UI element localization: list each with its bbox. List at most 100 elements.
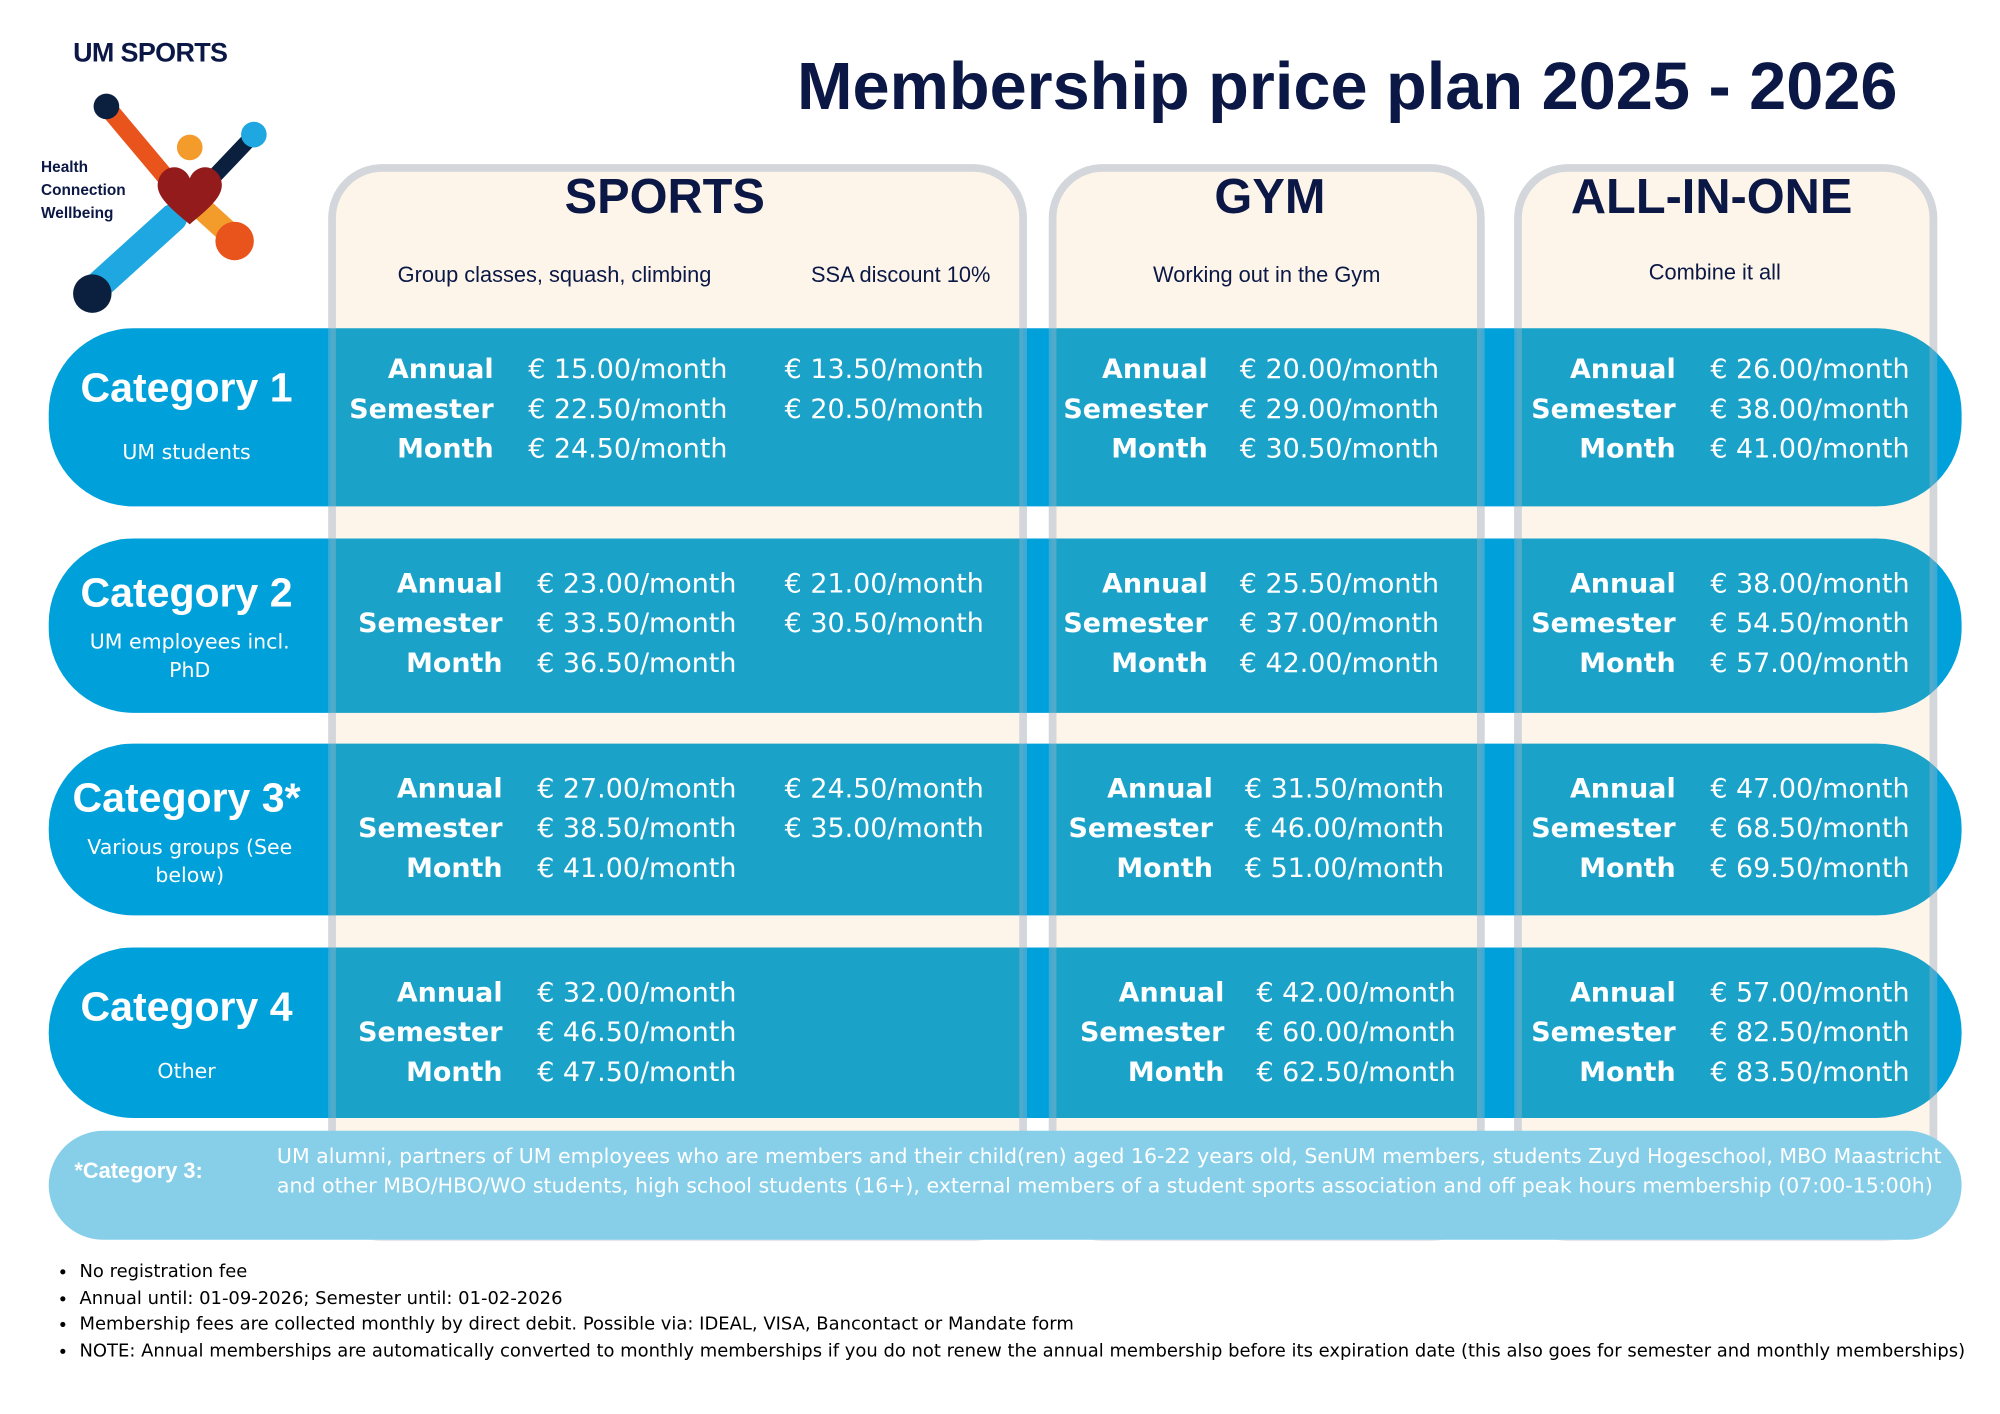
category-name: Category 2	[80, 569, 293, 616]
period-label-semester: Semester	[358, 607, 503, 639]
notes-list: No registration fee Annual until: 01-09-…	[51, 1259, 1977, 1364]
period-label-annual: Annual	[1107, 773, 1213, 804]
gym-period-labels: Annual Semester Month	[1063, 564, 1207, 683]
note-item: NOTE: Annual memberships are automatical…	[79, 1338, 1977, 1364]
price-month: € 42.00/month	[1239, 647, 1440, 679]
category-subtitle: Other	[157, 1059, 216, 1084]
price-semester: € 60.00/month	[1256, 1016, 1456, 1048]
period-label-annual: Annual	[1569, 976, 1676, 1008]
price-month: € 24.50/month	[528, 433, 728, 465]
category-4-row: Category 4 Other Annual Semester Month € 32.…	[48, 947, 1962, 1118]
gym-subtitle: Working out in the Gym	[1153, 262, 1381, 288]
period-label-semester: Semester	[1063, 607, 1208, 639]
category-1-row: Category 1 UM students Annual Semester Mont…	[48, 328, 1962, 507]
period-label-semester: Semester	[1068, 812, 1213, 844]
sports-period-labels: Annual Semester Month	[358, 564, 502, 683]
brand-tagline: Health Connection Wellbeing	[41, 155, 126, 224]
price-semester: € 20.50/month	[784, 393, 984, 425]
period-label-month: Month	[1579, 433, 1676, 465]
gym-prices: € 42.00/month € 60.00/month € 62.50/month	[1256, 973, 1455, 1092]
period-label-month: Month	[1127, 1056, 1225, 1088]
price-annual: € 24.50/month	[784, 773, 984, 804]
period-label-semester: Semester	[1531, 812, 1676, 844]
price-annual: € 38.00/month	[1710, 567, 1910, 599]
ssa-prices: € 21.00/month € 30.50/month	[785, 564, 984, 643]
price-semester: € 82.50/month	[1710, 1016, 1910, 1048]
all-in-one-period-labels: Annual Semester Month	[1531, 769, 1675, 888]
price-annual: € 25.50/month	[1239, 567, 1440, 599]
period-label-month: Month	[406, 1056, 503, 1088]
category-subtitle: UM employees incl. PhD	[89, 629, 290, 683]
period-label-semester: Semester	[1531, 607, 1676, 639]
period-label-annual: Annual	[1118, 976, 1225, 1008]
price-semester: € 22.50/month	[528, 393, 728, 425]
price-annual: € 42.00/month	[1256, 976, 1456, 1008]
price-semester: € 68.50/month	[1710, 812, 1910, 844]
page-title: Membership price plan 2025 - 2026	[796, 50, 1898, 125]
all-prices: € 57.00/month € 82.50/month € 83.50/month	[1710, 973, 1909, 1092]
period-label-annual: Annual	[387, 353, 494, 385]
tagline-wellbeing: Wellbeing	[41, 203, 114, 222]
all-in-one-period-labels: Annual Semester Month	[1531, 973, 1675, 1092]
price-semester: € 46.50/month	[537, 1016, 737, 1048]
ssa-prices: € 13.50/month € 20.50/month	[785, 350, 984, 429]
ssa-prices: € 24.50/month € 35.00/month	[785, 769, 984, 848]
price-semester: € 38.00/month	[1710, 393, 1910, 425]
sports-prices: € 23.00/month € 33.50/month € 36.50/month	[537, 564, 736, 683]
gym-period-labels: Annual Semester Month	[1068, 769, 1212, 888]
price-month: € 62.50/month	[1256, 1056, 1456, 1088]
period-label-annual: Annual	[396, 567, 503, 599]
category-name: Category 3*	[72, 774, 301, 821]
period-label-annual: Annual	[1569, 773, 1676, 804]
price-annual: € 21.00/month	[784, 567, 984, 599]
all-prices: € 26.00/month € 38.00/month € 41.00/month	[1710, 350, 1909, 469]
all-in-one-subtitle: Combine it all	[1648, 260, 1781, 285]
sports-prices: € 32.00/month € 46.50/month € 47.50/month	[537, 973, 736, 1092]
price-annual: € 23.00/month	[537, 567, 737, 599]
category-name: Category 4	[80, 983, 293, 1030]
gym-period-labels: Annual Semester Month	[1080, 973, 1224, 1092]
price-annual: € 32.00/month	[537, 976, 737, 1008]
all-in-one-heading: ALL-IN-ONE	[1570, 170, 1853, 225]
sports-period-labels: Annual Semester Month	[358, 769, 502, 888]
category-3-footnote: *Category 3: UM alumni, partners of UM e…	[48, 1130, 1962, 1240]
price-semester: € 46.00/month	[1244, 812, 1445, 844]
period-label-month: Month	[406, 852, 503, 884]
gym-prices: € 25.50/month € 37.00/month € 42.00/month	[1240, 564, 1439, 683]
period-label-month: Month	[1111, 433, 1208, 465]
period-label-annual: Annual	[396, 976, 503, 1008]
um-sports-logo	[73, 93, 267, 313]
all-in-one-period-labels: Annual Semester Month	[1531, 564, 1675, 683]
note-item: Membership fees are collected monthly by…	[79, 1312, 1977, 1338]
period-label-semester: Semester	[358, 1016, 503, 1048]
category-2-row: Category 2 UM employees incl. PhD Annual S…	[48, 538, 1962, 713]
price-semester: € 37.00/month	[1239, 607, 1440, 639]
period-label-month: Month	[1111, 647, 1208, 679]
category-name: Category 1	[80, 364, 293, 411]
sports-heading: SPORTS	[564, 170, 765, 225]
brand-name: UM SPORTS	[73, 38, 228, 68]
period-label-month: Month	[1579, 647, 1676, 679]
footnote-text: UM alumni, partners of UM employees who …	[276, 1143, 1942, 1198]
price-semester: € 33.50/month	[537, 607, 737, 639]
gym-period-labels: Annual Semester Month	[1063, 350, 1207, 469]
tagline-connection: Connection	[41, 180, 126, 199]
price-annual: € 31.50/month	[1244, 773, 1445, 804]
price-month: € 41.00/month	[1710, 433, 1910, 465]
category-subtitle: UM students	[122, 439, 251, 465]
period-label-annual: Annual	[1569, 567, 1676, 599]
period-label-semester: Semester	[1063, 393, 1208, 425]
all-prices: € 47.00/month € 68.50/month € 69.50/month	[1710, 769, 1909, 888]
gym-prices: € 31.50/month € 46.00/month € 51.00/month	[1245, 769, 1444, 888]
all-prices: € 38.00/month € 54.50/month € 57.00/month	[1710, 564, 1909, 683]
price-annual: € 20.00/month	[1239, 353, 1440, 385]
price-month: € 51.00/month	[1244, 852, 1445, 884]
price-month: € 30.50/month	[1239, 433, 1440, 465]
period-label-semester: Semester	[1079, 1016, 1225, 1048]
price-annual: € 15.00/month	[528, 353, 728, 385]
price-semester: € 54.50/month	[1710, 607, 1910, 639]
price-annual: € 27.00/month	[537, 773, 737, 804]
price-semester: € 30.50/month	[784, 607, 984, 639]
all-in-one-period-labels: Annual Semester Month	[1531, 350, 1675, 469]
